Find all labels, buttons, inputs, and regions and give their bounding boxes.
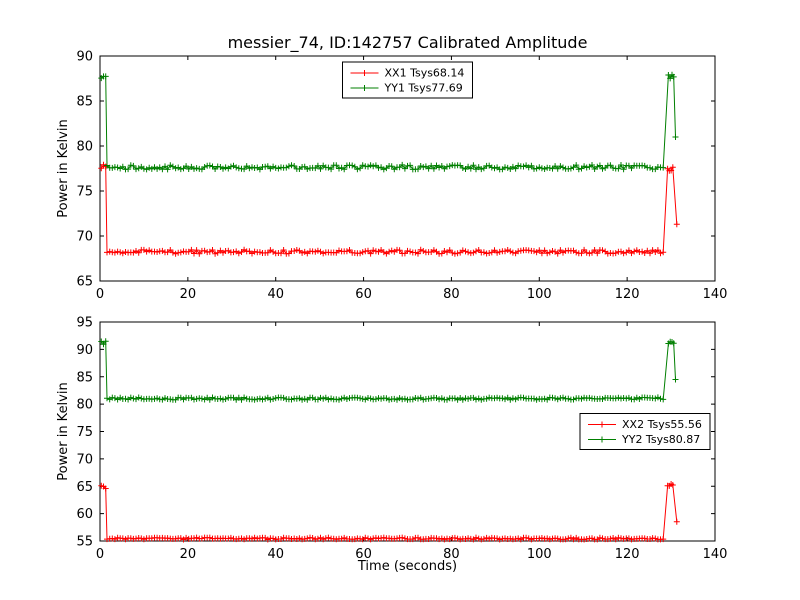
svg-text:XX1 Tsys68.14: XX1 Tsys68.14 [385,67,465,80]
svg-text:95: 95 [76,316,93,331]
svg-text:0: 0 [96,287,104,302]
svg-text:Power in Kelvin: Power in Kelvin [56,382,71,480]
svg-text:20: 20 [180,287,197,302]
svg-text:90: 90 [76,343,93,358]
svg-text:100: 100 [527,287,552,302]
chart-title: messier_74, ID:142757 Calibrated Amplitu… [227,33,588,52]
svg-text:40: 40 [267,547,284,562]
svg-text:60: 60 [355,287,372,302]
svg-text:100: 100 [527,547,552,562]
svg-text:Power in Kelvin: Power in Kelvin [56,119,71,217]
svg-text:65: 65 [76,275,93,290]
svg-text:0: 0 [96,547,104,562]
svg-text:XX2 Tsys55.56: XX2 Tsys55.56 [622,418,702,431]
svg-text:75: 75 [76,185,93,200]
svg-text:140: 140 [703,287,728,302]
svg-text:80: 80 [443,287,460,302]
svg-text:YY2 Tsys80.87: YY2 Tsys80.87 [621,433,700,446]
svg-text:65: 65 [76,480,93,495]
svg-text:85: 85 [76,95,93,110]
svg-text:40: 40 [267,287,284,302]
svg-text:80: 80 [76,398,93,413]
svg-text:80: 80 [443,547,460,562]
svg-text:75: 75 [76,425,93,440]
svg-text:140: 140 [703,547,728,562]
svg-text:55: 55 [76,535,93,550]
svg-text:60: 60 [355,547,372,562]
svg-text:60: 60 [76,507,93,522]
x-axis-label: Time (seconds) [357,559,458,574]
svg-text:120: 120 [615,547,640,562]
svg-text:YY1 Tsys77.69: YY1 Tsys77.69 [384,82,463,95]
svg-text:120: 120 [615,287,640,302]
svg-text:90: 90 [76,50,93,65]
svg-text:85: 85 [76,370,93,385]
svg-text:80: 80 [76,140,93,155]
svg-text:70: 70 [76,452,93,467]
svg-text:70: 70 [76,230,93,245]
svg-text:20: 20 [180,547,197,562]
